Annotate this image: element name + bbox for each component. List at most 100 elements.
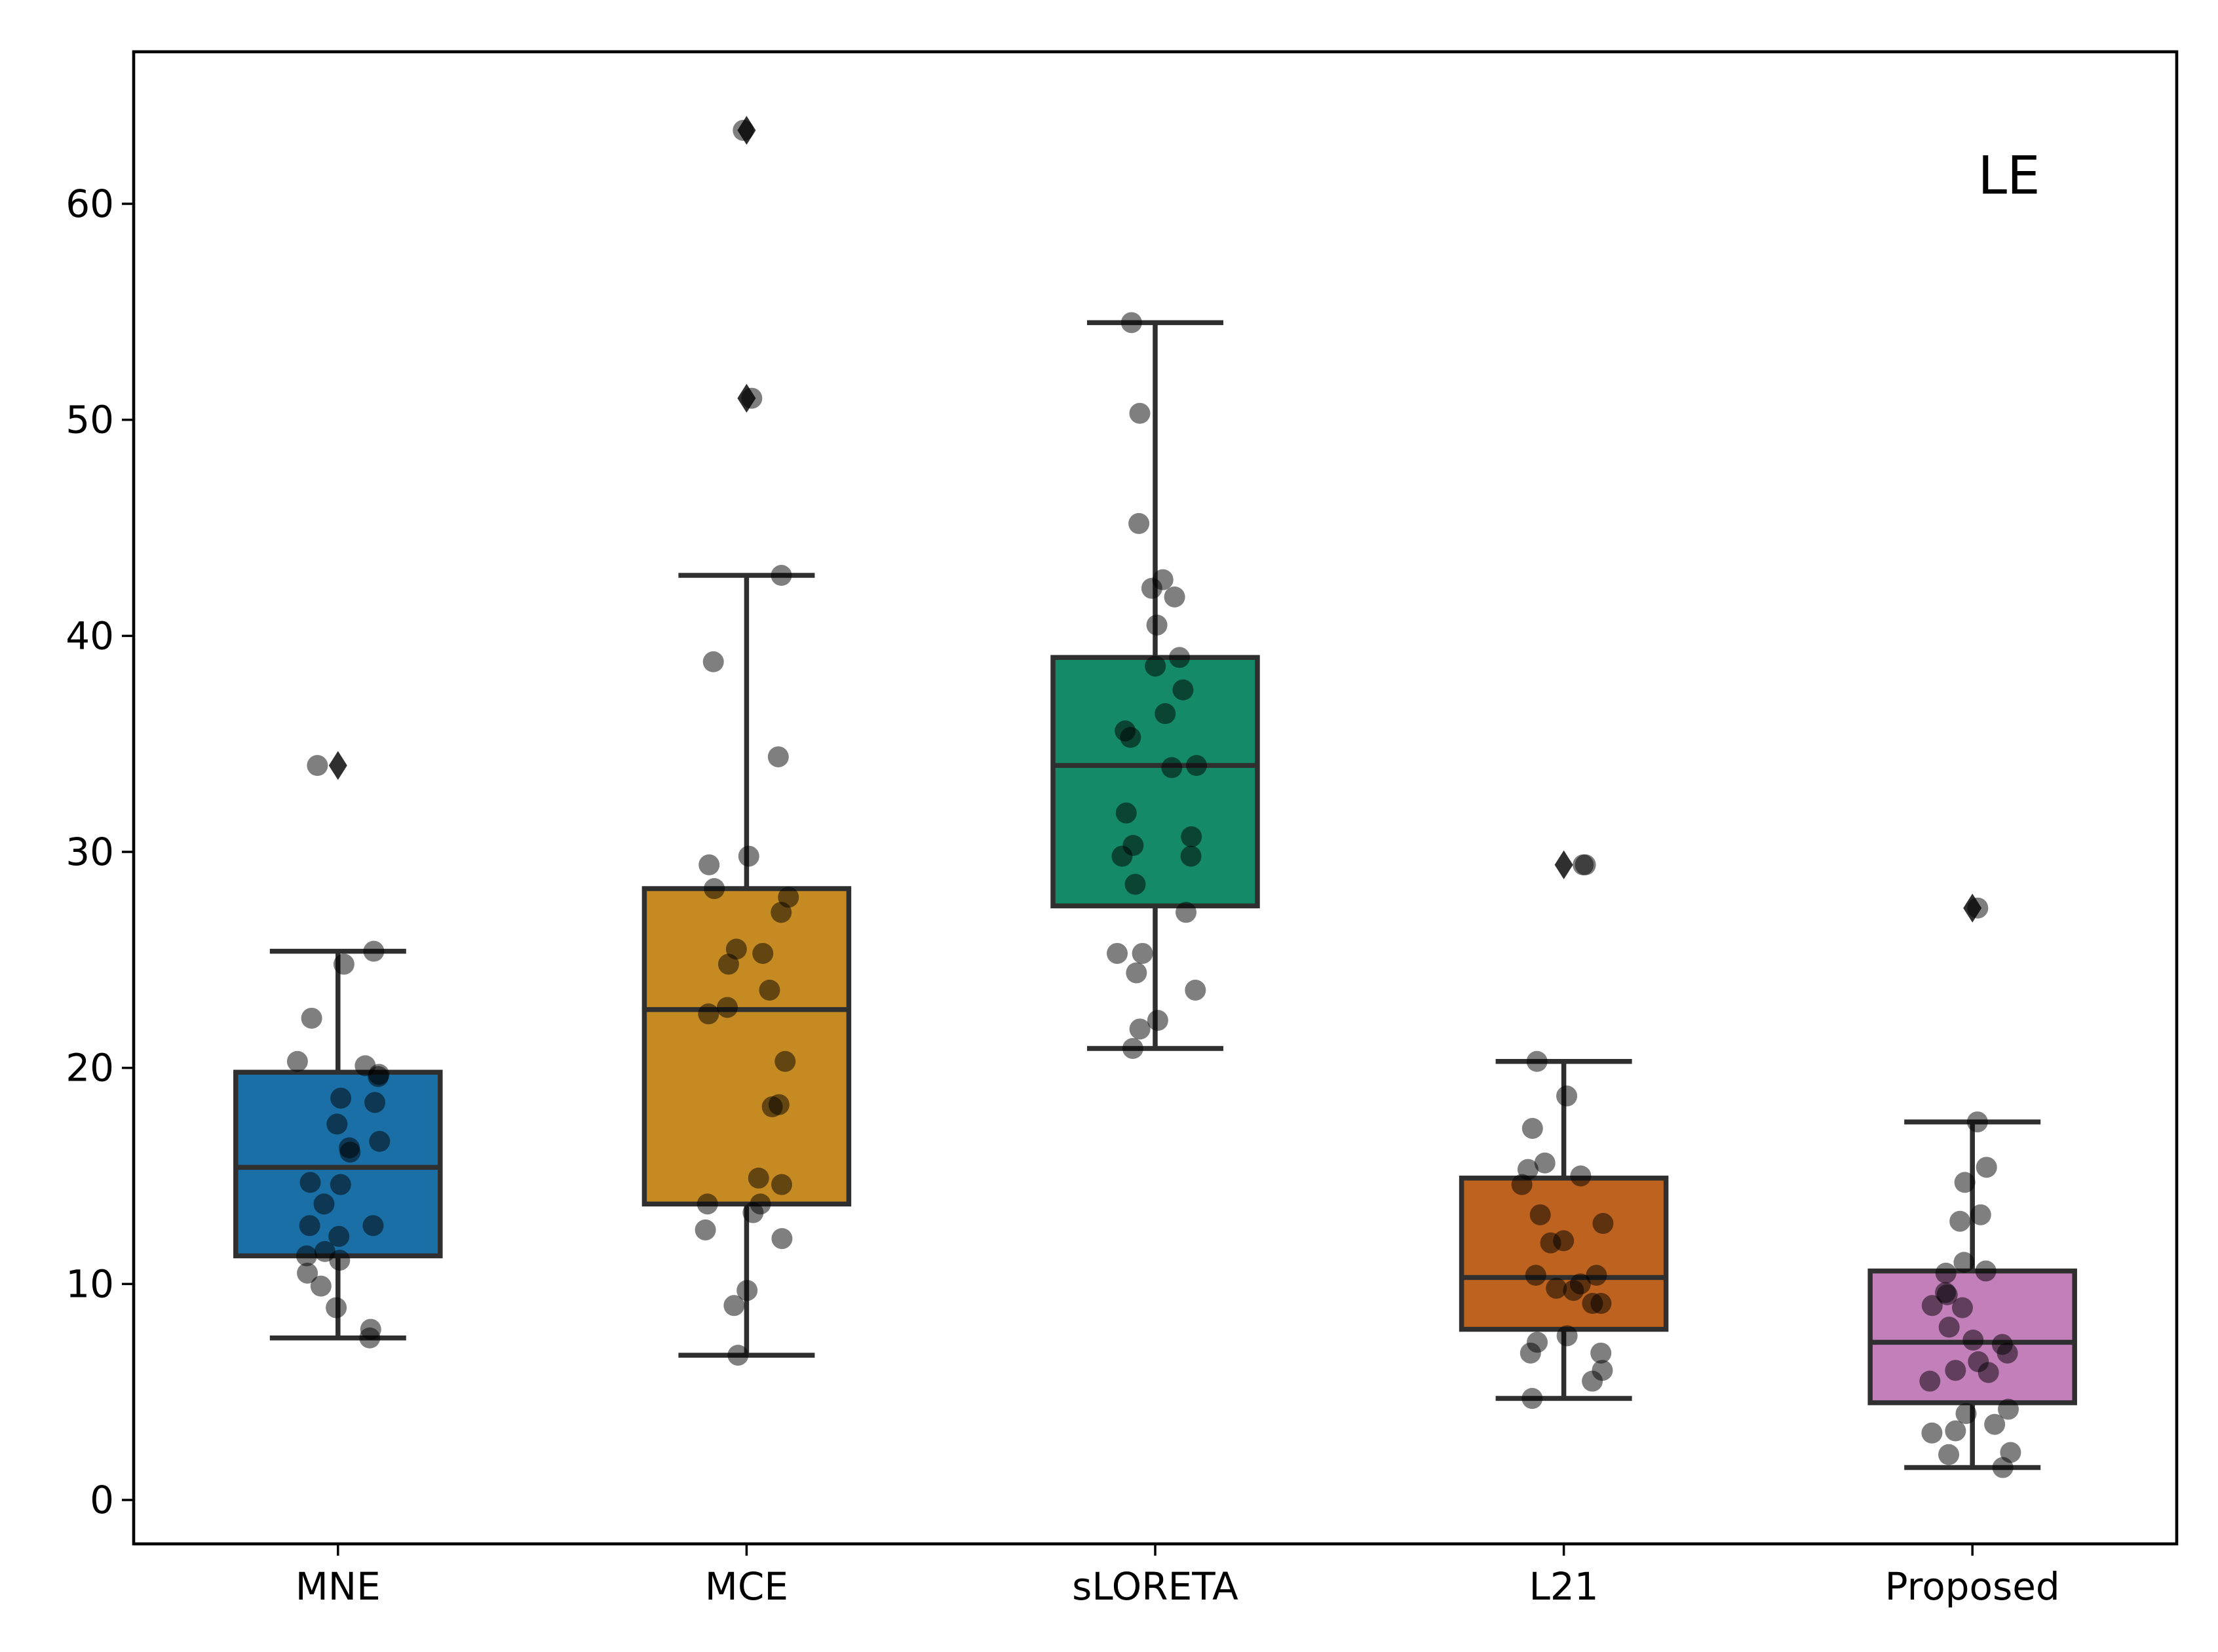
data-point <box>307 755 328 777</box>
iqr-box <box>1050 655 1260 909</box>
data-point <box>1122 1037 1143 1059</box>
data-point <box>1546 1277 1567 1299</box>
data-point <box>368 1066 389 1087</box>
data-point <box>716 997 738 1018</box>
data-point <box>771 902 792 923</box>
data-point <box>698 1003 719 1025</box>
data-point <box>1141 577 1162 599</box>
data-point <box>1132 942 1153 964</box>
data-point <box>1955 1403 1977 1425</box>
data-point <box>771 1228 793 1250</box>
data-point <box>741 387 763 409</box>
data-point <box>1951 1297 1973 1318</box>
data-point <box>299 1172 321 1193</box>
data-point <box>1970 1204 1991 1225</box>
data-point <box>738 845 759 867</box>
data-point <box>326 1297 347 1318</box>
data-point <box>1936 1284 1958 1305</box>
data-point <box>1540 1232 1561 1254</box>
data-point <box>1586 1265 1607 1286</box>
data-point <box>759 979 780 1001</box>
data-point <box>1181 826 1202 847</box>
data-point <box>1556 1325 1578 1347</box>
data-point <box>1129 1018 1151 1040</box>
data-point <box>1592 1213 1614 1235</box>
data-point <box>1176 902 1197 923</box>
data-point <box>1107 942 1128 964</box>
data-point <box>1976 1157 1997 1178</box>
x-tick-label: MNE <box>296 1564 381 1609</box>
data-point <box>1590 1342 1612 1364</box>
data-point <box>1938 1444 1960 1465</box>
data-point <box>1529 1204 1551 1225</box>
data-point <box>723 1295 745 1316</box>
data-point <box>1120 312 1142 334</box>
data-point <box>1521 1117 1543 1139</box>
box-group-l21 <box>1459 850 1669 1410</box>
data-point <box>1949 1210 1971 1232</box>
data-point <box>1155 703 1176 725</box>
data-point <box>1938 1316 1960 1338</box>
data-point <box>364 1092 386 1113</box>
data-point <box>330 1087 352 1109</box>
x-tick-label: MCE <box>705 1564 788 1609</box>
data-point <box>286 1050 308 1072</box>
data-point <box>1921 1295 1943 1316</box>
data-point <box>1563 1280 1584 1301</box>
data-point <box>761 1096 783 1118</box>
data-point <box>1186 755 1208 777</box>
data-point <box>363 940 385 962</box>
data-point <box>1953 1252 1975 1273</box>
y-tick-label: 0 <box>90 1478 114 1522</box>
y-tick-label: 60 <box>66 182 114 226</box>
data-point <box>1534 1152 1556 1174</box>
data-point <box>328 1225 350 1247</box>
box-group-sloreta <box>1050 312 1260 1059</box>
data-point <box>369 1130 391 1152</box>
y-tick-label: 10 <box>66 1261 114 1306</box>
data-point <box>329 1250 351 1271</box>
data-point <box>704 878 725 900</box>
data-point <box>702 651 724 672</box>
data-point <box>1525 1265 1546 1286</box>
y-tick-label: 30 <box>66 830 114 874</box>
data-point <box>1164 586 1185 607</box>
data-point <box>1180 845 1202 867</box>
x-tick-label: L21 <box>1529 1564 1599 1609</box>
data-point <box>359 1327 381 1349</box>
data-point <box>333 953 354 975</box>
data-point <box>1185 979 1206 1001</box>
data-point <box>1966 1111 1988 1133</box>
data-point <box>1520 1342 1541 1364</box>
data-point <box>326 1113 348 1135</box>
data-point <box>736 1280 758 1301</box>
data-point <box>752 942 774 964</box>
iqr-box <box>641 886 852 1207</box>
data-point <box>1945 1360 1966 1381</box>
data-point <box>1161 757 1183 778</box>
data-point <box>297 1262 318 1284</box>
data-point <box>1919 1370 1941 1392</box>
data-point <box>1126 962 1147 984</box>
data-point <box>1128 512 1150 534</box>
data-point <box>1146 614 1168 636</box>
data-point <box>717 953 739 975</box>
data-point <box>1945 1420 1966 1442</box>
data-point <box>1147 1010 1168 1031</box>
outlier-marker <box>1554 850 1573 879</box>
data-point <box>742 1202 764 1223</box>
plot-area <box>233 115 2077 1478</box>
data-point <box>774 1050 796 1072</box>
data-point <box>1954 1172 1976 1193</box>
data-point <box>697 1193 718 1215</box>
data-point <box>1511 1174 1533 1195</box>
data-point <box>1921 1422 1943 1444</box>
data-point <box>330 1174 351 1195</box>
data-point <box>301 1007 322 1029</box>
data-point <box>1172 679 1194 701</box>
plot-frame <box>132 50 2179 1546</box>
data-point <box>362 1215 384 1237</box>
data-point <box>299 1215 320 1237</box>
data-point <box>771 1174 792 1195</box>
